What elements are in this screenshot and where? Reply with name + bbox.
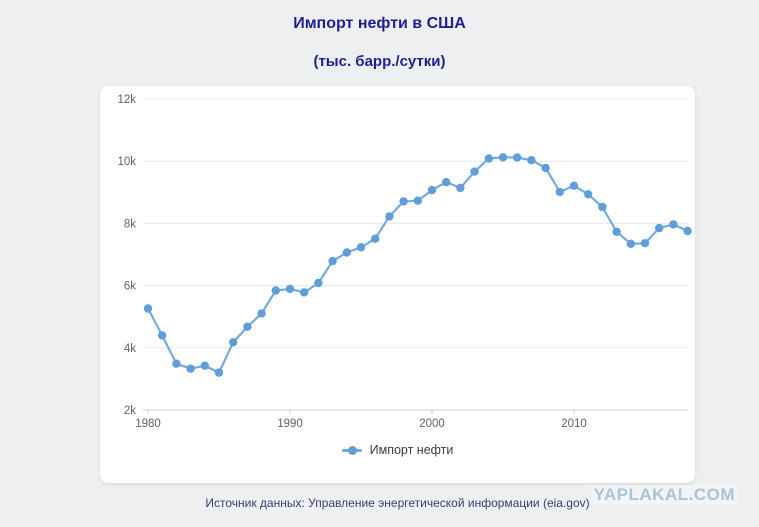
data-point[interactable] bbox=[584, 190, 593, 199]
data-point[interactable] bbox=[456, 183, 465, 193]
x-tick-label: 1990 bbox=[277, 418, 303, 430]
data-point[interactable] bbox=[598, 202, 607, 212]
data-point[interactable] bbox=[413, 196, 422, 205]
data-point[interactable] bbox=[626, 239, 635, 248]
data-point[interactable] bbox=[300, 288, 309, 297]
data-point[interactable] bbox=[484, 154, 493, 163]
watermark: YAPLAKAL.COM bbox=[590, 485, 738, 505]
data-point[interactable] bbox=[569, 181, 579, 190]
data-point[interactable] bbox=[527, 156, 536, 165]
data-point[interactable] bbox=[143, 304, 153, 313]
data-point[interactable] bbox=[385, 212, 394, 221]
data-point[interactable] bbox=[442, 177, 451, 187]
data-point[interactable] bbox=[314, 278, 323, 288]
data-point[interactable] bbox=[541, 163, 550, 173]
data-point[interactable] bbox=[513, 153, 522, 162]
data-point[interactable] bbox=[186, 364, 195, 373]
data-point[interactable] bbox=[285, 284, 295, 294]
chart-card: 2k 4k 6k 8k 10k 12k 1980 1990 2000 2010 Импорт не… bbox=[100, 86, 695, 483]
page-subtitle: (тыс. барр./сутки) bbox=[313, 53, 446, 70]
data-point[interactable] bbox=[371, 234, 380, 243]
data-point[interactable] bbox=[328, 256, 337, 266]
data-point[interactable] bbox=[229, 338, 238, 347]
data-point[interactable] bbox=[172, 359, 181, 368]
data-point[interactable] bbox=[200, 361, 209, 370]
x-tick-label: 1980 bbox=[135, 418, 161, 430]
x-tick-label: 2000 bbox=[419, 418, 445, 430]
data-point[interactable] bbox=[158, 331, 167, 340]
data-point[interactable] bbox=[271, 286, 280, 295]
y-tick-label: 10k bbox=[117, 156, 136, 168]
y-tick-label: 2k bbox=[124, 405, 136, 417]
data-point[interactable] bbox=[399, 197, 408, 206]
source-note: Источник данных: Управление энергетическ… bbox=[205, 496, 590, 510]
legend-item[interactable]: Импорт нефти bbox=[100, 443, 695, 457]
data-point[interactable] bbox=[683, 226, 692, 236]
legend-series-marker-icon bbox=[341, 445, 362, 455]
data-point[interactable] bbox=[612, 227, 621, 236]
data-point[interactable] bbox=[470, 167, 479, 176]
data-point[interactable] bbox=[555, 187, 564, 197]
data-point[interactable] bbox=[640, 239, 650, 248]
line-chart-plot[interactable]: 2k 4k 6k 8k 10k 12k 1980 1990 2000 2010 bbox=[100, 86, 695, 483]
data-point[interactable] bbox=[669, 220, 678, 229]
legend-label: Импорт нефти bbox=[369, 443, 454, 457]
page-title: Импорт нефти в США bbox=[293, 15, 466, 32]
y-tick-label: 12k bbox=[117, 94, 136, 106]
data-point[interactable] bbox=[243, 322, 252, 331]
y-tick-label: 8k bbox=[124, 218, 136, 230]
data-point[interactable] bbox=[257, 309, 266, 318]
data-point[interactable] bbox=[356, 243, 366, 252]
y-tick-label: 4k bbox=[124, 343, 136, 355]
data-point[interactable] bbox=[342, 248, 351, 257]
x-tick-label: 2010 bbox=[561, 418, 587, 430]
data-point[interactable] bbox=[214, 368, 224, 377]
series-line bbox=[146, 156, 689, 374]
data-point[interactable] bbox=[655, 223, 664, 233]
y-tick-label: 6k bbox=[124, 281, 136, 293]
data-point[interactable] bbox=[498, 153, 508, 162]
data-point[interactable] bbox=[427, 185, 437, 195]
